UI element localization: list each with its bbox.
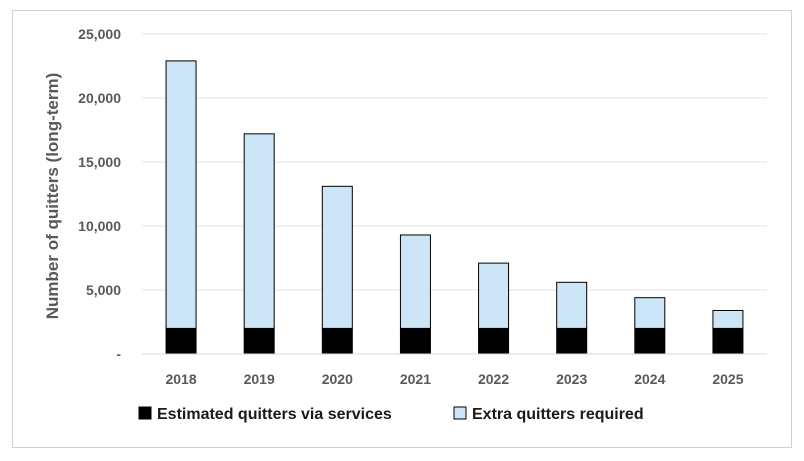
y-tick-label: 10,000 (78, 218, 121, 234)
chart-frame: -5,000 10,000 15,000 20,000 25,000 2018 2019 2… (12, 10, 792, 448)
x-tick-label: 2021 (400, 371, 431, 387)
legend-swatch-extra (453, 406, 467, 420)
bar-segment-extra (243, 133, 275, 329)
x-tick-label: 2020 (322, 371, 353, 387)
y-tick-label: 5,000 (86, 282, 121, 298)
bar-segment-services (478, 327, 510, 355)
legend-label-extra: Extra quitters required (472, 406, 644, 423)
x-tick-label: 2018 (165, 371, 196, 387)
bar-segment-extra (712, 309, 744, 329)
x-tick-label: 2025 (712, 371, 743, 387)
x-tick-label: 2019 (244, 371, 275, 387)
y-tick-label: 25,000 (78, 26, 121, 42)
y-axis-title: Number of quitters (long-term) (43, 73, 62, 320)
bar-segment-extra (165, 60, 197, 329)
legend-swatch-services (138, 406, 152, 420)
x-tick-label: 2023 (556, 371, 587, 387)
bar-segment-services (556, 327, 588, 355)
bar-segment-extra (399, 234, 431, 329)
y-tick-label: - (116, 346, 121, 362)
bar-segment-services (243, 327, 275, 355)
y-tick-label: 20,000 (78, 90, 121, 106)
bar-segment-extra (478, 262, 510, 329)
bar-segment-extra (556, 281, 588, 329)
bars (165, 60, 744, 355)
bar-segment-services (321, 327, 353, 355)
x-tick-label: 2022 (478, 371, 509, 387)
bar-segment-services (165, 327, 197, 355)
y-tick-label: 15,000 (78, 154, 121, 170)
legend-label-services: Estimated quitters via services (157, 406, 392, 423)
bar-segment-extra (321, 185, 353, 329)
bar-segment-services (634, 327, 666, 355)
bar-segment-services (712, 327, 744, 355)
gridlines (142, 33, 767, 291)
x-tick-label: 2024 (634, 371, 665, 387)
y-tick-labels: - 5,000 10,000 15,000 20,000 25,000 (78, 26, 121, 362)
legend: Estimated quitters via services Extra qu… (138, 406, 644, 423)
bar-segment-extra (634, 297, 666, 329)
x-tick-labels: 2018 2019 2020 2021 2022 2023 2024 2025 (165, 371, 743, 387)
bar-segment-services (399, 327, 431, 355)
